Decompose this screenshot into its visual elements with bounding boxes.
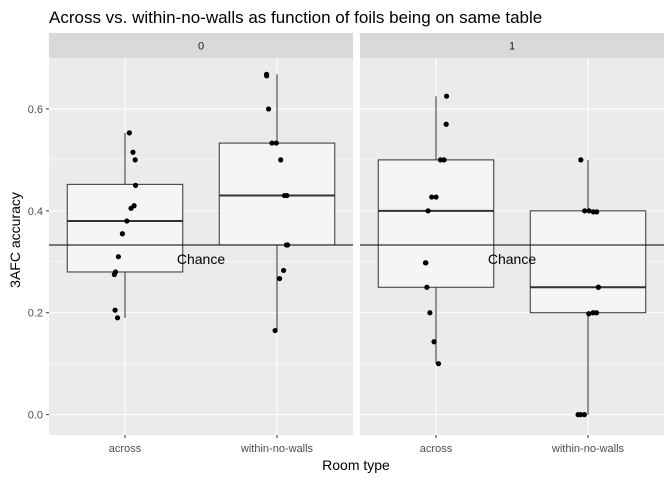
box-iqr [66,183,184,273]
data-point [114,315,121,321]
data-point [130,149,136,155]
data-point [582,208,588,214]
data-point [272,327,278,334]
x-tick-label: within-no-walls [240,443,314,455]
data-point [422,260,429,266]
data-point [578,157,584,163]
data-point [132,157,138,163]
data-point [269,140,275,146]
data-point [594,209,600,215]
x-tick-label: across [109,443,142,455]
data-point [265,106,272,112]
data-point [115,254,121,260]
facet-strip [360,33,664,58]
data-point [276,275,283,282]
chance-label: Chance [488,251,536,267]
facet-panel: 1 Chance across within-no-walls [360,33,664,455]
facet-panels: 0 Chance across within-no-walls 1 Chance acros… [28,33,664,455]
data-point [425,208,431,214]
data-point [435,361,442,367]
facet-panel: 0 Chance across within-no-walls [49,33,353,455]
data-point [586,311,592,317]
x-tick-label: within-no-walls [551,443,625,455]
chance-label: Chance [177,251,225,267]
data-point [590,310,596,316]
box-iqr [377,159,495,288]
data-point [581,412,587,418]
data-point [586,208,592,214]
data-point [437,157,444,163]
data-point [424,284,430,290]
x-axis-title: Room type [322,457,390,473]
data-point [278,157,284,163]
data-point [575,412,581,418]
data-point [273,140,279,146]
data-point [429,194,435,200]
data-point [111,271,117,278]
data-point [132,182,139,188]
data-point [112,307,118,313]
data-point [443,121,449,127]
data-point [128,205,134,211]
y-tick-label: 0.4 [28,206,43,218]
data-point [264,73,270,79]
data-point [284,192,290,199]
data-point [443,93,450,99]
data-point [124,218,130,224]
x-tick-label: across [420,443,453,455]
data-point [280,267,287,274]
y-tick-label: 0.0 [28,410,43,422]
chart-title: Across vs. within-no-walls as function o… [49,8,542,27]
data-point [441,157,447,163]
data-point [126,130,132,136]
facet-strip-label: 1 [509,41,515,53]
data-point [595,284,601,290]
y-axis-title: 3AFC accuracy [7,192,23,288]
data-point [427,310,433,316]
facet-strip-label: 0 [198,41,204,53]
data-point [433,194,439,200]
y-tick-label: 0.6 [28,104,43,116]
box-iqr [529,210,647,314]
data-point [431,339,437,345]
data-point [119,231,126,237]
y-tick-label: 0.2 [28,308,43,320]
box-iqr [218,142,336,246]
facet-strip [49,33,353,58]
